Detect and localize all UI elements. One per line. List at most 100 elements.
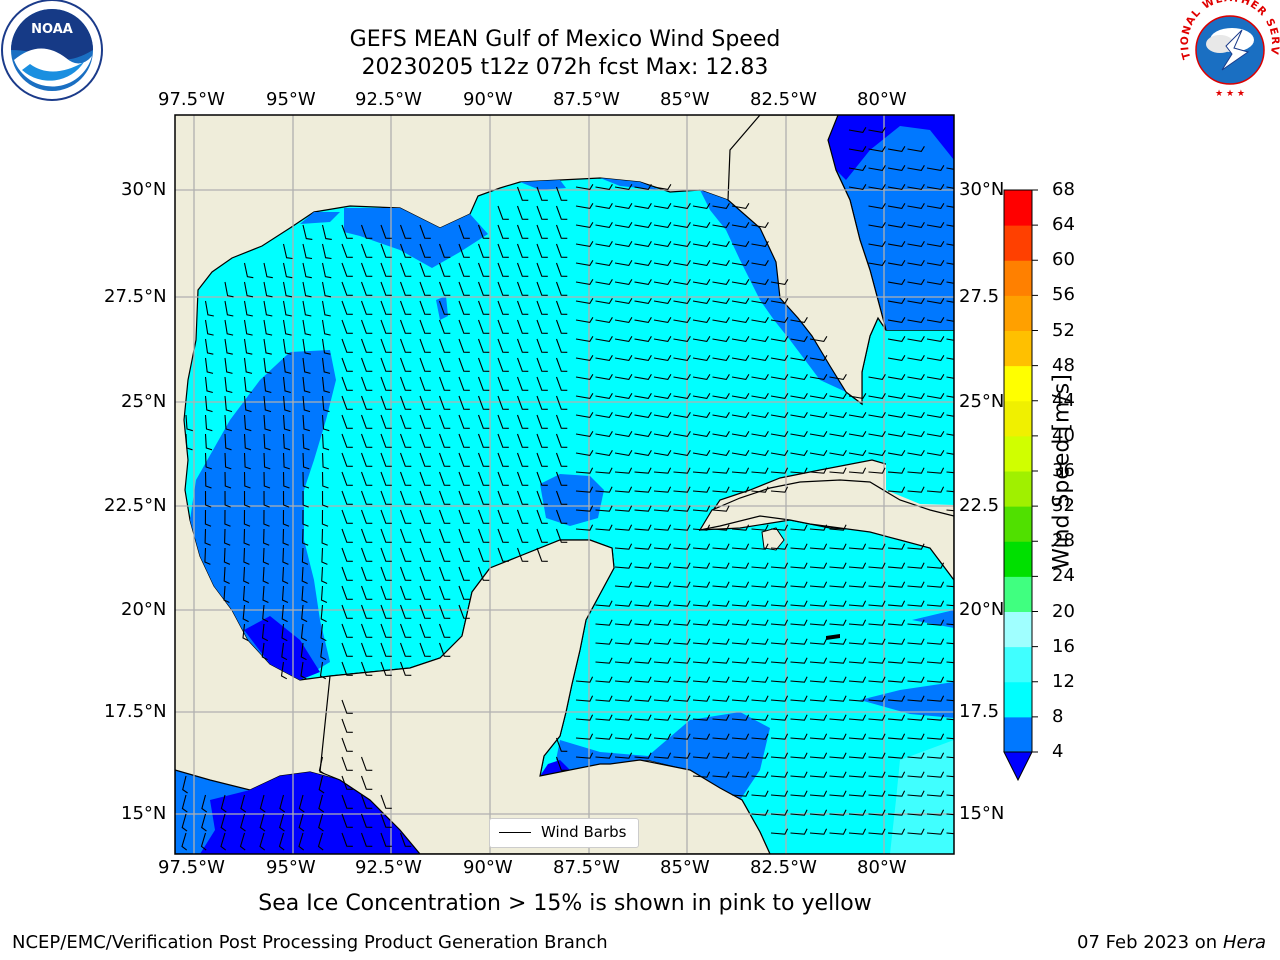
- wind-barb: [926, 374, 945, 381]
- wind-barb: [360, 566, 373, 581]
- wind-barbs: [181, 127, 954, 851]
- wind-barb: [595, 298, 613, 305]
- wind-barb: [321, 414, 330, 432]
- wind-barb: [712, 450, 730, 457]
- wind-barb: [438, 547, 451, 562]
- wind-barb: [536, 395, 548, 410]
- wind-barb: [790, 752, 808, 759]
- wind-barb: [595, 336, 613, 343]
- wind-barb: [614, 450, 633, 457]
- wind-barb: [380, 262, 392, 277]
- wind-barb: [673, 581, 691, 588]
- wind-barb: [341, 509, 353, 524]
- wind-barb: [302, 300, 312, 317]
- wind-barb: [790, 393, 808, 400]
- wind-barb: [614, 467, 633, 474]
- wind-barb: [575, 298, 594, 305]
- wind-barb: [380, 452, 392, 467]
- wind-barb: [731, 695, 750, 702]
- wind-barb: [946, 585, 954, 588]
- wind-barb: [634, 298, 652, 305]
- wind-barb: [220, 832, 227, 851]
- wind-barb: [848, 581, 867, 588]
- wind-barb: [536, 319, 548, 334]
- wind-barb: [926, 241, 945, 248]
- wind-barb: [731, 790, 750, 797]
- wind-barb: [458, 585, 470, 600]
- wind-barb: [555, 490, 568, 505]
- wind-barb: [399, 262, 412, 277]
- wind-barb: [907, 562, 925, 569]
- wind-barb: [829, 733, 847, 740]
- wind-barb: [419, 395, 431, 410]
- wind-barb: [653, 279, 672, 286]
- wind-barb: [712, 657, 730, 664]
- wind-barb: [360, 756, 373, 771]
- wind-barb: [634, 752, 652, 759]
- wind-barb: [712, 374, 730, 381]
- wind-barb: [419, 243, 431, 258]
- wind-barb: [341, 528, 353, 543]
- wind-barb: [281, 623, 288, 642]
- wind-barb: [614, 638, 633, 645]
- wind-barb: [829, 638, 847, 645]
- colorbar-tick-label: 36: [1052, 460, 1075, 481]
- wind-barb: [634, 203, 652, 210]
- colorbar-segment: [1004, 576, 1032, 612]
- wind-barb: [770, 676, 789, 683]
- wind-barb: [712, 393, 730, 400]
- wind-barb: [712, 676, 730, 683]
- wind-barb: [926, 562, 945, 569]
- wind-barb: [300, 661, 307, 680]
- wind-barb: [634, 279, 652, 286]
- wind-barb: [751, 431, 769, 438]
- colorbar-tick-label: 48: [1052, 354, 1075, 376]
- wind-barb: [751, 317, 769, 324]
- wind-barb: [595, 412, 613, 419]
- wind-barb: [692, 581, 711, 588]
- wind-barb: [575, 505, 594, 512]
- wind-barb: [673, 676, 691, 683]
- wind-barb: [380, 623, 392, 638]
- wind-barb: [907, 733, 925, 740]
- wind-barb: [595, 317, 613, 324]
- wind-barb: [809, 733, 828, 740]
- wind-barb: [848, 562, 867, 569]
- lat-label-left: 22.5°N: [104, 495, 167, 516]
- wind-barb: [224, 471, 232, 489]
- wind-barb: [438, 395, 451, 410]
- wind-barb: [595, 279, 613, 286]
- wind-barb: [224, 338, 233, 355]
- wind-barb: [692, 771, 711, 778]
- wind-barb: [829, 467, 847, 474]
- wind-barb: [497, 300, 509, 315]
- wind-barb: [614, 524, 633, 531]
- wind-barb: [868, 431, 886, 438]
- wind-barb: [536, 224, 548, 239]
- wind-barb: [555, 186, 568, 201]
- wind-barb: [399, 433, 412, 448]
- wind-barb: [243, 471, 251, 489]
- wind-barb: [712, 336, 730, 343]
- wind-barb: [634, 543, 652, 550]
- wind-barb: [321, 452, 329, 470]
- svg-text:★ ★ ★: ★ ★ ★: [1215, 89, 1245, 99]
- wind-barb: [868, 771, 886, 778]
- wind-barb: [614, 695, 633, 702]
- wind-barb: [243, 281, 254, 298]
- wind-barb: [731, 393, 750, 400]
- wind-barb: [907, 355, 925, 362]
- wind-barb: [399, 509, 412, 524]
- wind-barb: [848, 600, 867, 607]
- wind-barb: [692, 241, 711, 248]
- wind-barb: [399, 566, 412, 581]
- wind-barb: [790, 543, 808, 550]
- wind-barb: [887, 184, 906, 191]
- wind-barb: [887, 733, 906, 740]
- wind-barb: [204, 414, 213, 432]
- wind-barb: [341, 756, 353, 771]
- wind-barb: [497, 509, 509, 524]
- wind-barb: [731, 581, 750, 588]
- wind-barb: [317, 832, 324, 851]
- wind-barb: [790, 467, 808, 474]
